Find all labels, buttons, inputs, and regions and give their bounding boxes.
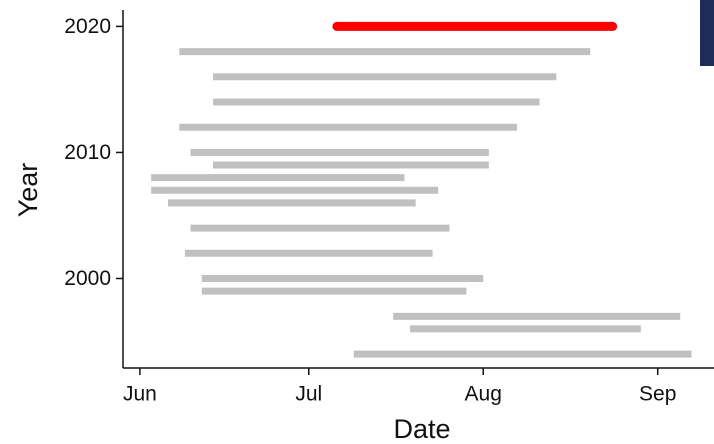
y-tick-label: 2000: [64, 267, 111, 290]
y-tick-label: 2020: [64, 15, 111, 38]
y-axis-title: Year: [13, 163, 43, 218]
y-tick-label: 2010: [64, 141, 111, 164]
x-tick-label: Sep: [639, 383, 676, 406]
x-tick-label: Aug: [465, 383, 502, 406]
x-tick-label: Jun: [123, 383, 157, 406]
x-axis-title: Date: [393, 414, 450, 444]
x-tick-label: Jul: [295, 383, 322, 406]
corner-image: [700, 0, 714, 66]
